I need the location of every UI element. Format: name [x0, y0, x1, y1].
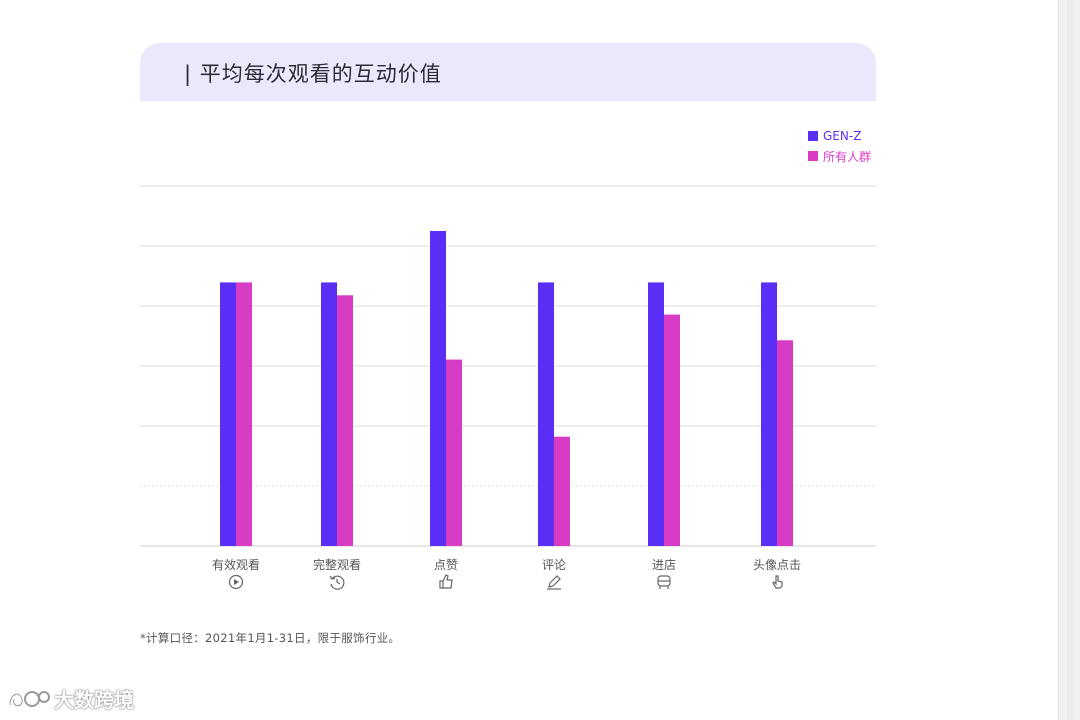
x-tick-label: 头像点击: [753, 558, 801, 572]
scrollbar-track[interactable]: [1058, 0, 1080, 720]
brand-logo-icon: [8, 690, 50, 707]
x-tick-label: 评论: [542, 558, 566, 572]
title-label: 平均每次观看的互动价值: [199, 62, 442, 86]
pencil-icon: [547, 575, 561, 590]
bar-all-2: [446, 359, 462, 546]
footnote: *计算口径：2021年1月1-31日，限于服饰行业。: [140, 631, 401, 645]
x-tick-label: 点赞: [434, 558, 458, 572]
bar-genz-5: [761, 282, 777, 546]
bar-genz-2: [430, 231, 446, 546]
x-tick-label: 有效观看: [212, 557, 260, 572]
legend-label-genz: GEN-Z: [823, 129, 862, 143]
legend-swatch-genz: [808, 131, 818, 141]
scrollbar-thumb[interactable]: [1067, 0, 1073, 720]
bar-genz-3: [538, 282, 554, 546]
title-prefix: |: [184, 62, 193, 86]
brand-watermark: 大数跨境: [6, 684, 134, 713]
bar-genz-4: [648, 282, 664, 546]
chart-legend: GEN-Z 所有人群: [808, 126, 871, 166]
history-icon: [329, 575, 345, 590]
bar-all-0: [236, 282, 252, 546]
bar-all-3: [554, 436, 570, 546]
thumbs-up-icon: [439, 574, 453, 589]
bar-genz-1: [321, 282, 337, 546]
brand-text: 大数跨境: [54, 688, 134, 712]
bar-genz-0: [220, 282, 236, 546]
x-tick-label: 完整观看: [313, 557, 361, 572]
chart-title: | 平均每次观看的互动价值: [184, 58, 442, 88]
chart-title-bar: | 平均每次观看的互动价值: [140, 43, 876, 101]
legend-item-all: 所有人群: [808, 146, 871, 166]
bar-all-4: [664, 314, 680, 546]
legend-item-genz: GEN-Z: [808, 126, 871, 146]
legend-swatch-all: [808, 151, 818, 161]
store-icon: [657, 575, 671, 589]
hand-pointer-icon: [772, 575, 783, 589]
bar-all-1: [337, 295, 353, 546]
play-circle-icon: [228, 574, 244, 590]
x-tick-label: 进店: [652, 558, 676, 572]
legend-label-all: 所有人群: [823, 149, 872, 164]
bar-all-5: [777, 340, 793, 546]
